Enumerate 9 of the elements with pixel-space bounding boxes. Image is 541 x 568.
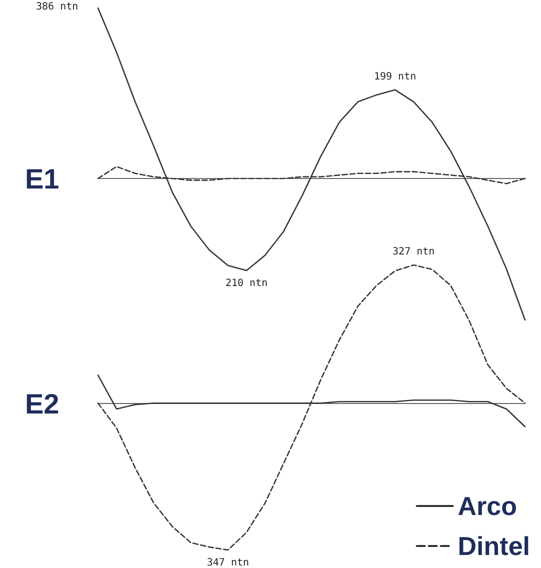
text: E2 (25, 388, 60, 420)
annotation: 327 ntn (392, 246, 435, 258)
text: 386 ntn (36, 2, 78, 12)
annotation: 210 ntn (225, 278, 268, 290)
legend-label: Arco (458, 491, 518, 521)
text: E1 (25, 164, 60, 194)
annotation: 199 ntn (374, 71, 416, 82)
legend-label: Dintel (458, 531, 530, 561)
annotation: 347 ntn (206, 558, 250, 568)
